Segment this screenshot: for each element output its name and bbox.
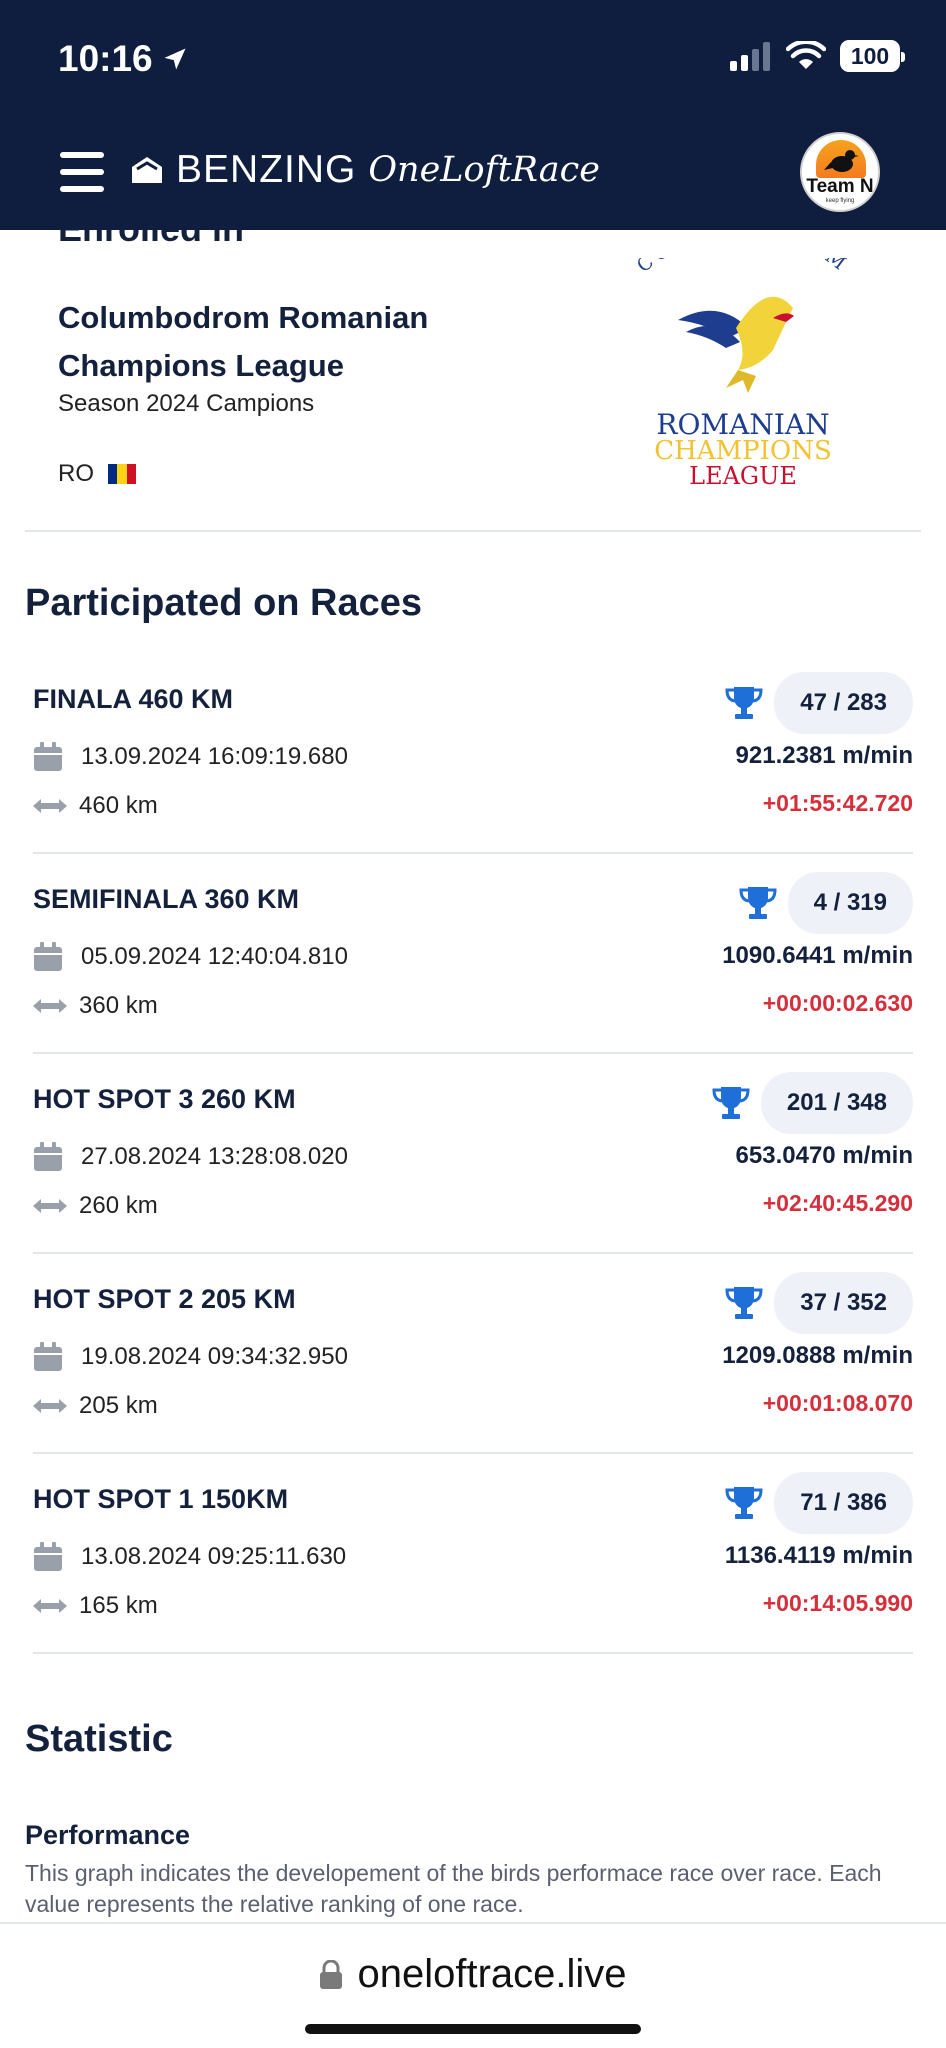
rank-pill: 71 / 386: [774, 1472, 913, 1534]
race-row[interactable]: FINALA 460 KM 13.09.2024 16:09:19.680 46…: [33, 654, 913, 854]
logo-line-champions: CHAMPIONS: [654, 436, 832, 466]
rank-pill: 201 / 348: [760, 1072, 913, 1134]
race-name: HOT SPOT 3 260 KM: [33, 1084, 296, 1114]
team-name: Team N: [806, 176, 874, 197]
pigeon-icon: [824, 150, 859, 172]
race-row[interactable]: HOT SPOT 1 150KM 13.08.2024 09:25:11.630…: [33, 1454, 913, 1654]
url-display[interactable]: oneloftrace.live: [0, 1952, 946, 1997]
race-row[interactable]: HOT SPOT 3 260 KM 27.08.2024 13:28:08.02…: [33, 1054, 913, 1254]
league-logo-art: COLUMBODROM: [633, 258, 853, 393]
race-date: 19.08.2024 09:34:32.950: [33, 1342, 348, 1372]
race-rank: 37 / 352: [724, 1272, 913, 1334]
race-time-diff: +01:55:42.720: [762, 790, 913, 816]
race-date: 13.09.2024 16:09:19.680: [33, 742, 348, 772]
calendar-icon: [34, 942, 62, 971]
browser-address-bar[interactable]: oneloftrace.live: [0, 1922, 946, 2048]
race-rank: 47 / 283: [724, 672, 913, 734]
calendar-icon: [34, 742, 62, 771]
race-distance: 205 km: [33, 1392, 158, 1420]
svg-text:COLUMBODROM: COLUMBODROM: [633, 258, 853, 277]
lock-icon: [320, 1959, 343, 1989]
distance-arrows-icon: [33, 999, 67, 1013]
trophy-icon: [712, 1087, 750, 1119]
trophy-icon: [725, 687, 763, 719]
trophy-icon: [725, 1287, 763, 1319]
logo-line-romanian: ROMANIAN: [656, 408, 830, 441]
race-name: FINALA 460 KM: [33, 684, 234, 714]
rank-pill: 4 / 319: [787, 872, 913, 934]
race-distance: 460 km: [33, 792, 158, 820]
race-rank: 71 / 386: [724, 1472, 913, 1534]
race-distance: 165 km: [33, 1592, 158, 1620]
races-section-title: Participated on Races: [25, 582, 423, 624]
race-time-diff: +02:40:45.290: [762, 1190, 913, 1216]
league-logo: COLUMBODROM ROMANIAN CHAMPIONS LEAGUE: [608, 258, 878, 490]
team-tagline: keep flying: [825, 198, 855, 204]
status-icons: 100: [730, 40, 905, 72]
race-name: HOT SPOT 2 205 KM: [33, 1284, 296, 1314]
race-date: 05.09.2024 12:40:04.810: [33, 942, 348, 972]
performance-title: Performance: [25, 1820, 191, 1850]
race-speed: 1209.0888 m/min: [722, 1342, 913, 1369]
benzing-logo-icon: [132, 157, 162, 183]
brand-script: OneLoftRace: [368, 150, 600, 190]
battery-level: 100: [850, 42, 890, 69]
section-divider: [25, 530, 921, 532]
logo-line-league: LEAGUE: [689, 462, 797, 490]
distance-arrows-icon: [33, 1199, 67, 1213]
statistic-section-title: Statistic: [25, 1718, 173, 1760]
trophy-icon: [725, 1487, 763, 1519]
hamburger-menu-icon[interactable]: [60, 152, 104, 192]
calendar-icon: [34, 1342, 62, 1371]
wifi-icon: [786, 41, 826, 69]
race-rank: 4 / 319: [738, 872, 913, 934]
romania-flag-icon: [108, 464, 136, 484]
battery-indicator: 100: [840, 40, 905, 72]
clock: 10:16: [58, 38, 153, 79]
race-name: HOT SPOT 1 150KM: [33, 1484, 289, 1514]
calendar-icon: [34, 1142, 62, 1171]
race-distance: 260 km: [33, 1192, 158, 1220]
league-country: RO: [58, 460, 136, 488]
race-time-diff: +00:01:08.070: [762, 1390, 913, 1416]
race-row[interactable]: SEMIFINALA 360 KM 05.09.2024 12:40:04.81…: [33, 854, 913, 1054]
distance-arrows-icon: [33, 1399, 67, 1413]
race-speed: 1090.6441 m/min: [722, 942, 913, 969]
race-date: 27.08.2024 13:28:08.020: [33, 1142, 348, 1172]
home-indicator[interactable]: [305, 2024, 641, 2034]
cellular-signal-icon: [730, 42, 770, 71]
country-code: RO: [58, 460, 94, 487]
app-header: 10:16 100 BENZING OneLoftRace: [0, 0, 946, 230]
race-time-diff: +00:00:02.630: [762, 990, 913, 1016]
rank-pill: 47 / 283: [774, 672, 913, 734]
race-date: 13.08.2024 09:25:11.630: [33, 1542, 346, 1572]
main-content: Enrolled in Columbodrom Romanian Champio…: [0, 230, 946, 1922]
distance-arrows-icon: [33, 799, 67, 813]
race-speed: 1136.4119 m/min: [724, 1542, 913, 1569]
race-rank: 201 / 348: [711, 1072, 913, 1134]
distance-arrows-icon: [33, 1599, 67, 1613]
trophy-icon: [739, 887, 777, 919]
location-arrow-icon: [164, 48, 186, 70]
brand-logo[interactable]: BENZING OneLoftRace: [130, 148, 600, 192]
race-name: SEMIFINALA 360 KM: [33, 884, 300, 914]
calendar-icon: [34, 1542, 62, 1571]
race-speed: 921.2381 m/min: [735, 742, 913, 769]
status-time: 10:16: [58, 38, 189, 80]
url-text: oneloftrace.live: [357, 1952, 627, 1996]
race-distance: 360 km: [33, 992, 158, 1020]
race-time-diff: +00:14:05.990: [762, 1590, 913, 1616]
performance-description: This graph indicates the developement of…: [25, 1860, 882, 1917]
brand-name: BENZING: [176, 148, 357, 191]
enrolled-heading: Enrolled in: [58, 230, 244, 250]
league-name[interactable]: Columbodrom Romanian Champions League: [58, 300, 429, 383]
rank-pill: 37 / 352: [774, 1272, 913, 1334]
team-avatar[interactable]: Team N keep flying: [800, 132, 880, 212]
league-season: Season 2024 Campions: [58, 390, 315, 417]
race-row[interactable]: HOT SPOT 2 205 KM 19.08.2024 09:34:32.95…: [33, 1254, 913, 1454]
race-speed: 653.0470 m/min: [735, 1142, 913, 1169]
